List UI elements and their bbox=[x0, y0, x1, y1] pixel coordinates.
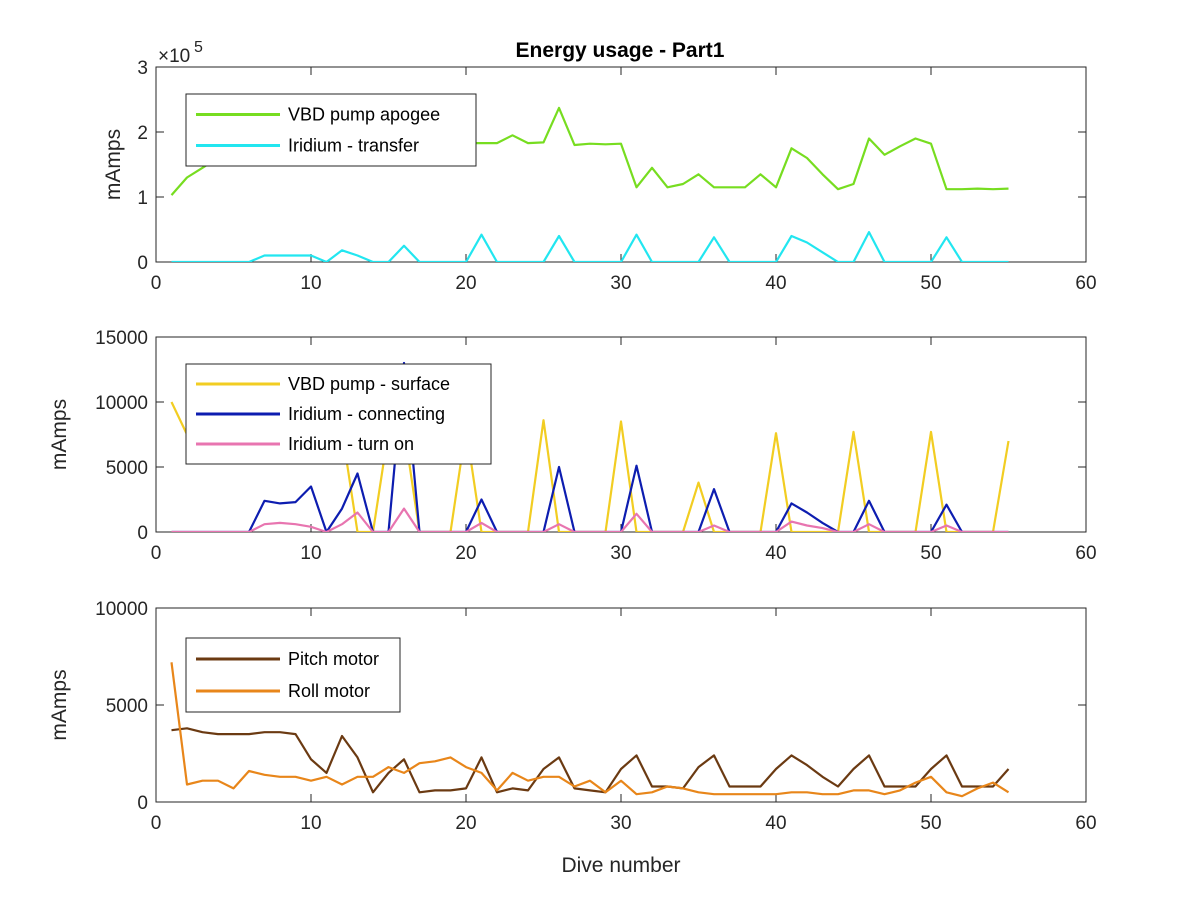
x-tick-label: 0 bbox=[151, 273, 162, 294]
y-tick-label: 15000 bbox=[95, 328, 148, 349]
x-axis-label: Dive number bbox=[561, 854, 680, 877]
y-tick-label: 3 bbox=[137, 58, 148, 79]
x-tick-label: 40 bbox=[765, 273, 786, 294]
x-tick-label: 50 bbox=[920, 273, 941, 294]
y-tick-label: 0 bbox=[137, 793, 148, 814]
y-tick-label: 0 bbox=[137, 253, 148, 274]
x-tick-label: 0 bbox=[151, 813, 162, 834]
legend-label: VBD pump apogee bbox=[288, 105, 440, 125]
x-tick-label: 60 bbox=[1075, 273, 1096, 294]
x-tick-label: 30 bbox=[610, 273, 631, 294]
legend-label: Iridium - connecting bbox=[288, 404, 445, 424]
x-tick-label: 20 bbox=[455, 813, 476, 834]
x-tick-label: 60 bbox=[1075, 813, 1096, 834]
series-1 bbox=[170, 662, 1010, 798]
x-tick-label: 50 bbox=[920, 813, 941, 834]
legend-box bbox=[185, 93, 477, 167]
x-tick-label: 30 bbox=[610, 543, 631, 564]
legend-label: Pitch motor bbox=[288, 649, 379, 669]
x-tick-label: 10 bbox=[300, 543, 321, 564]
legend-box bbox=[185, 637, 401, 713]
y-tick-label: 10000 bbox=[95, 599, 148, 620]
series-1 bbox=[171, 231, 1009, 262]
legend-label: VBD pump - surface bbox=[288, 374, 450, 394]
x-tick-label: 10 bbox=[300, 273, 321, 294]
x-tick-label: 20 bbox=[455, 543, 476, 564]
subplot-2: 0 10 20 30 40 50 60 0 5000 10000 15000 mAmps VBD pum… bbox=[48, 328, 1097, 564]
x-tick-label: 10 bbox=[300, 813, 321, 834]
subplot-1: Energy usage - Part1 ×10 5 0 10 20 30 40 50 60… bbox=[102, 39, 1097, 294]
x-tick-label: 60 bbox=[1075, 543, 1096, 564]
legend-label: Iridium - transfer bbox=[288, 136, 419, 156]
y-exponent-power: 5 bbox=[194, 39, 203, 56]
y-exponent-base: ×10 bbox=[158, 46, 190, 67]
y-tick-label: 5000 bbox=[106, 696, 148, 717]
x-tick-label: 20 bbox=[455, 273, 476, 294]
subplot-3: 0 10 20 30 40 50 60 0 5000 10000 mAmps Dive number P… bbox=[48, 599, 1097, 877]
chart-title: Energy usage - Part1 bbox=[516, 39, 725, 62]
y-tick-label: 2 bbox=[137, 123, 148, 144]
legend-label: Roll motor bbox=[288, 681, 370, 701]
y-tick-label: 5000 bbox=[106, 458, 148, 479]
y-exponent-label: ×10 5 bbox=[158, 39, 203, 67]
x-tick-label: 40 bbox=[765, 543, 786, 564]
y-tick-label: 0 bbox=[137, 523, 148, 544]
x-tick-label: 40 bbox=[765, 813, 786, 834]
y-axis-label: mAmps bbox=[48, 669, 71, 740]
x-tick-label: 50 bbox=[920, 543, 941, 564]
x-tick-label: 30 bbox=[610, 813, 631, 834]
y-axis-label: mAmps bbox=[102, 129, 125, 200]
legend-label: Iridium - turn on bbox=[288, 434, 414, 454]
y-tick-label: 10000 bbox=[95, 393, 148, 414]
series-0 bbox=[171, 727, 1010, 794]
y-tick-label: 1 bbox=[137, 188, 148, 209]
x-tick-label: 0 bbox=[151, 543, 162, 564]
y-axis-label: mAmps bbox=[48, 399, 71, 470]
series-2 bbox=[171, 507, 1009, 532]
